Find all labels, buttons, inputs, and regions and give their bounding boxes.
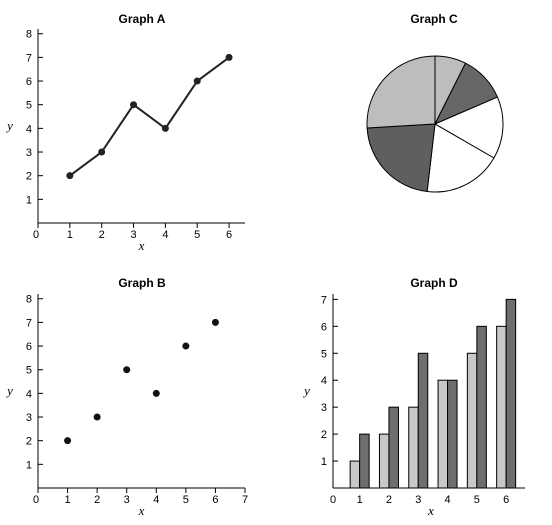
bar (359, 433, 370, 489)
x-tick-label: 7 (242, 494, 248, 506)
bar (388, 406, 399, 489)
y-tick-label: 7 (321, 294, 327, 306)
data-point (93, 413, 101, 421)
x-tick-label: 5 (183, 494, 189, 506)
graph-d: Graph D 1 2 3 4 5 6 7 0 1 2 3 4 5 6 x y (302, 276, 525, 518)
pie-slice (366, 55, 436, 129)
pie-slice (366, 123, 436, 193)
data-point (161, 124, 169, 132)
series-line (69, 56, 230, 177)
x-tick-label: 3 (415, 494, 421, 506)
x-axis-label: x (138, 238, 145, 253)
graph-c: Graph C (366, 12, 504, 193)
graph-b: Graph B 0 1 2 3 4 5 6 7 1 2 3 4 5 6 7 8 x y (5, 276, 248, 518)
y-tick-label: 4 (26, 388, 32, 400)
x-tick-label: 0 (33, 494, 39, 506)
bar (447, 379, 458, 489)
y-tick-label: 6 (26, 341, 32, 353)
y-tick-label: 1 (26, 459, 32, 471)
graph-a: Graph A 0 1 2 3 4 5 6 1 2 3 4 5 6 7 8 x y (5, 12, 245, 253)
y-tick-label: 3 (321, 402, 327, 414)
y-tick-label: 6 (26, 76, 32, 88)
chart-title: Graph A (119, 12, 166, 26)
x-tick-label: 2 (386, 494, 392, 506)
pie-slice (426, 123, 495, 193)
x-tick-label: 0 (330, 494, 336, 506)
bar (378, 433, 390, 489)
data-point (182, 342, 190, 350)
bar (476, 325, 487, 489)
bar (408, 406, 419, 489)
y-tick-label: 6 (321, 321, 327, 333)
bar (466, 352, 478, 489)
y-tick-label: 1 (26, 194, 32, 206)
y-tick-label: 5 (26, 365, 32, 377)
y-tick-label: 1 (321, 456, 327, 468)
chart-title: Graph C (410, 12, 458, 26)
data-point (193, 77, 201, 85)
x-tick-label: 4 (153, 494, 159, 506)
x-tick-label: 6 (212, 494, 218, 506)
x-tick-label: 0 (33, 229, 39, 241)
x-axis-label: x (427, 503, 434, 518)
data-point (211, 318, 219, 326)
y-tick-label: 2 (26, 436, 32, 448)
data-point (130, 101, 138, 109)
y-tick-label: 7 (26, 317, 32, 329)
bar (505, 298, 517, 489)
bar (496, 325, 507, 489)
bar (437, 379, 449, 489)
x-tick-label: 4 (162, 229, 168, 241)
x-axis-label: x (138, 503, 145, 518)
x-tick-label: 1 (65, 494, 71, 506)
x-tick-label: 1 (357, 494, 363, 506)
y-axis-label: y (302, 383, 310, 398)
y-tick-label: 3 (26, 147, 32, 159)
data-point (98, 148, 106, 156)
x-tick-label: 6 (226, 229, 232, 241)
x-tick-label: 2 (99, 229, 105, 241)
y-tick-label: 2 (26, 171, 32, 183)
x-tick-label: 3 (130, 229, 136, 241)
chart-title: Graph B (118, 276, 166, 290)
y-tick-label: 5 (26, 100, 32, 112)
bar (349, 460, 361, 489)
x-tick-label: 1 (67, 229, 73, 241)
x-tick-label: 3 (124, 494, 130, 506)
y-tick-label: 4 (26, 123, 32, 135)
x-tick-label: 6 (503, 494, 509, 506)
x-tick-label: 5 (194, 229, 200, 241)
x-tick-label: 2 (94, 494, 100, 506)
y-axis-label: y (5, 118, 13, 133)
data-point (123, 366, 131, 374)
data-point (152, 389, 160, 397)
data-point (64, 437, 72, 445)
x-tick-label: 5 (474, 494, 480, 506)
pie-slice (434, 96, 504, 159)
y-tick-label: 8 (26, 29, 32, 41)
y-tick-label: 2 (321, 429, 327, 441)
y-axis-label: y (5, 383, 13, 398)
y-tick-label: 5 (321, 348, 327, 360)
bar (417, 352, 429, 489)
x-tick-label: 4 (444, 494, 450, 506)
y-tick-label: 7 (26, 52, 32, 64)
y-tick-label: 8 (26, 294, 32, 306)
data-point (225, 53, 233, 61)
y-tick-label: 3 (26, 412, 32, 424)
data-point (66, 172, 74, 180)
chart-title: Graph D (410, 276, 458, 290)
y-tick-label: 4 (321, 375, 327, 387)
